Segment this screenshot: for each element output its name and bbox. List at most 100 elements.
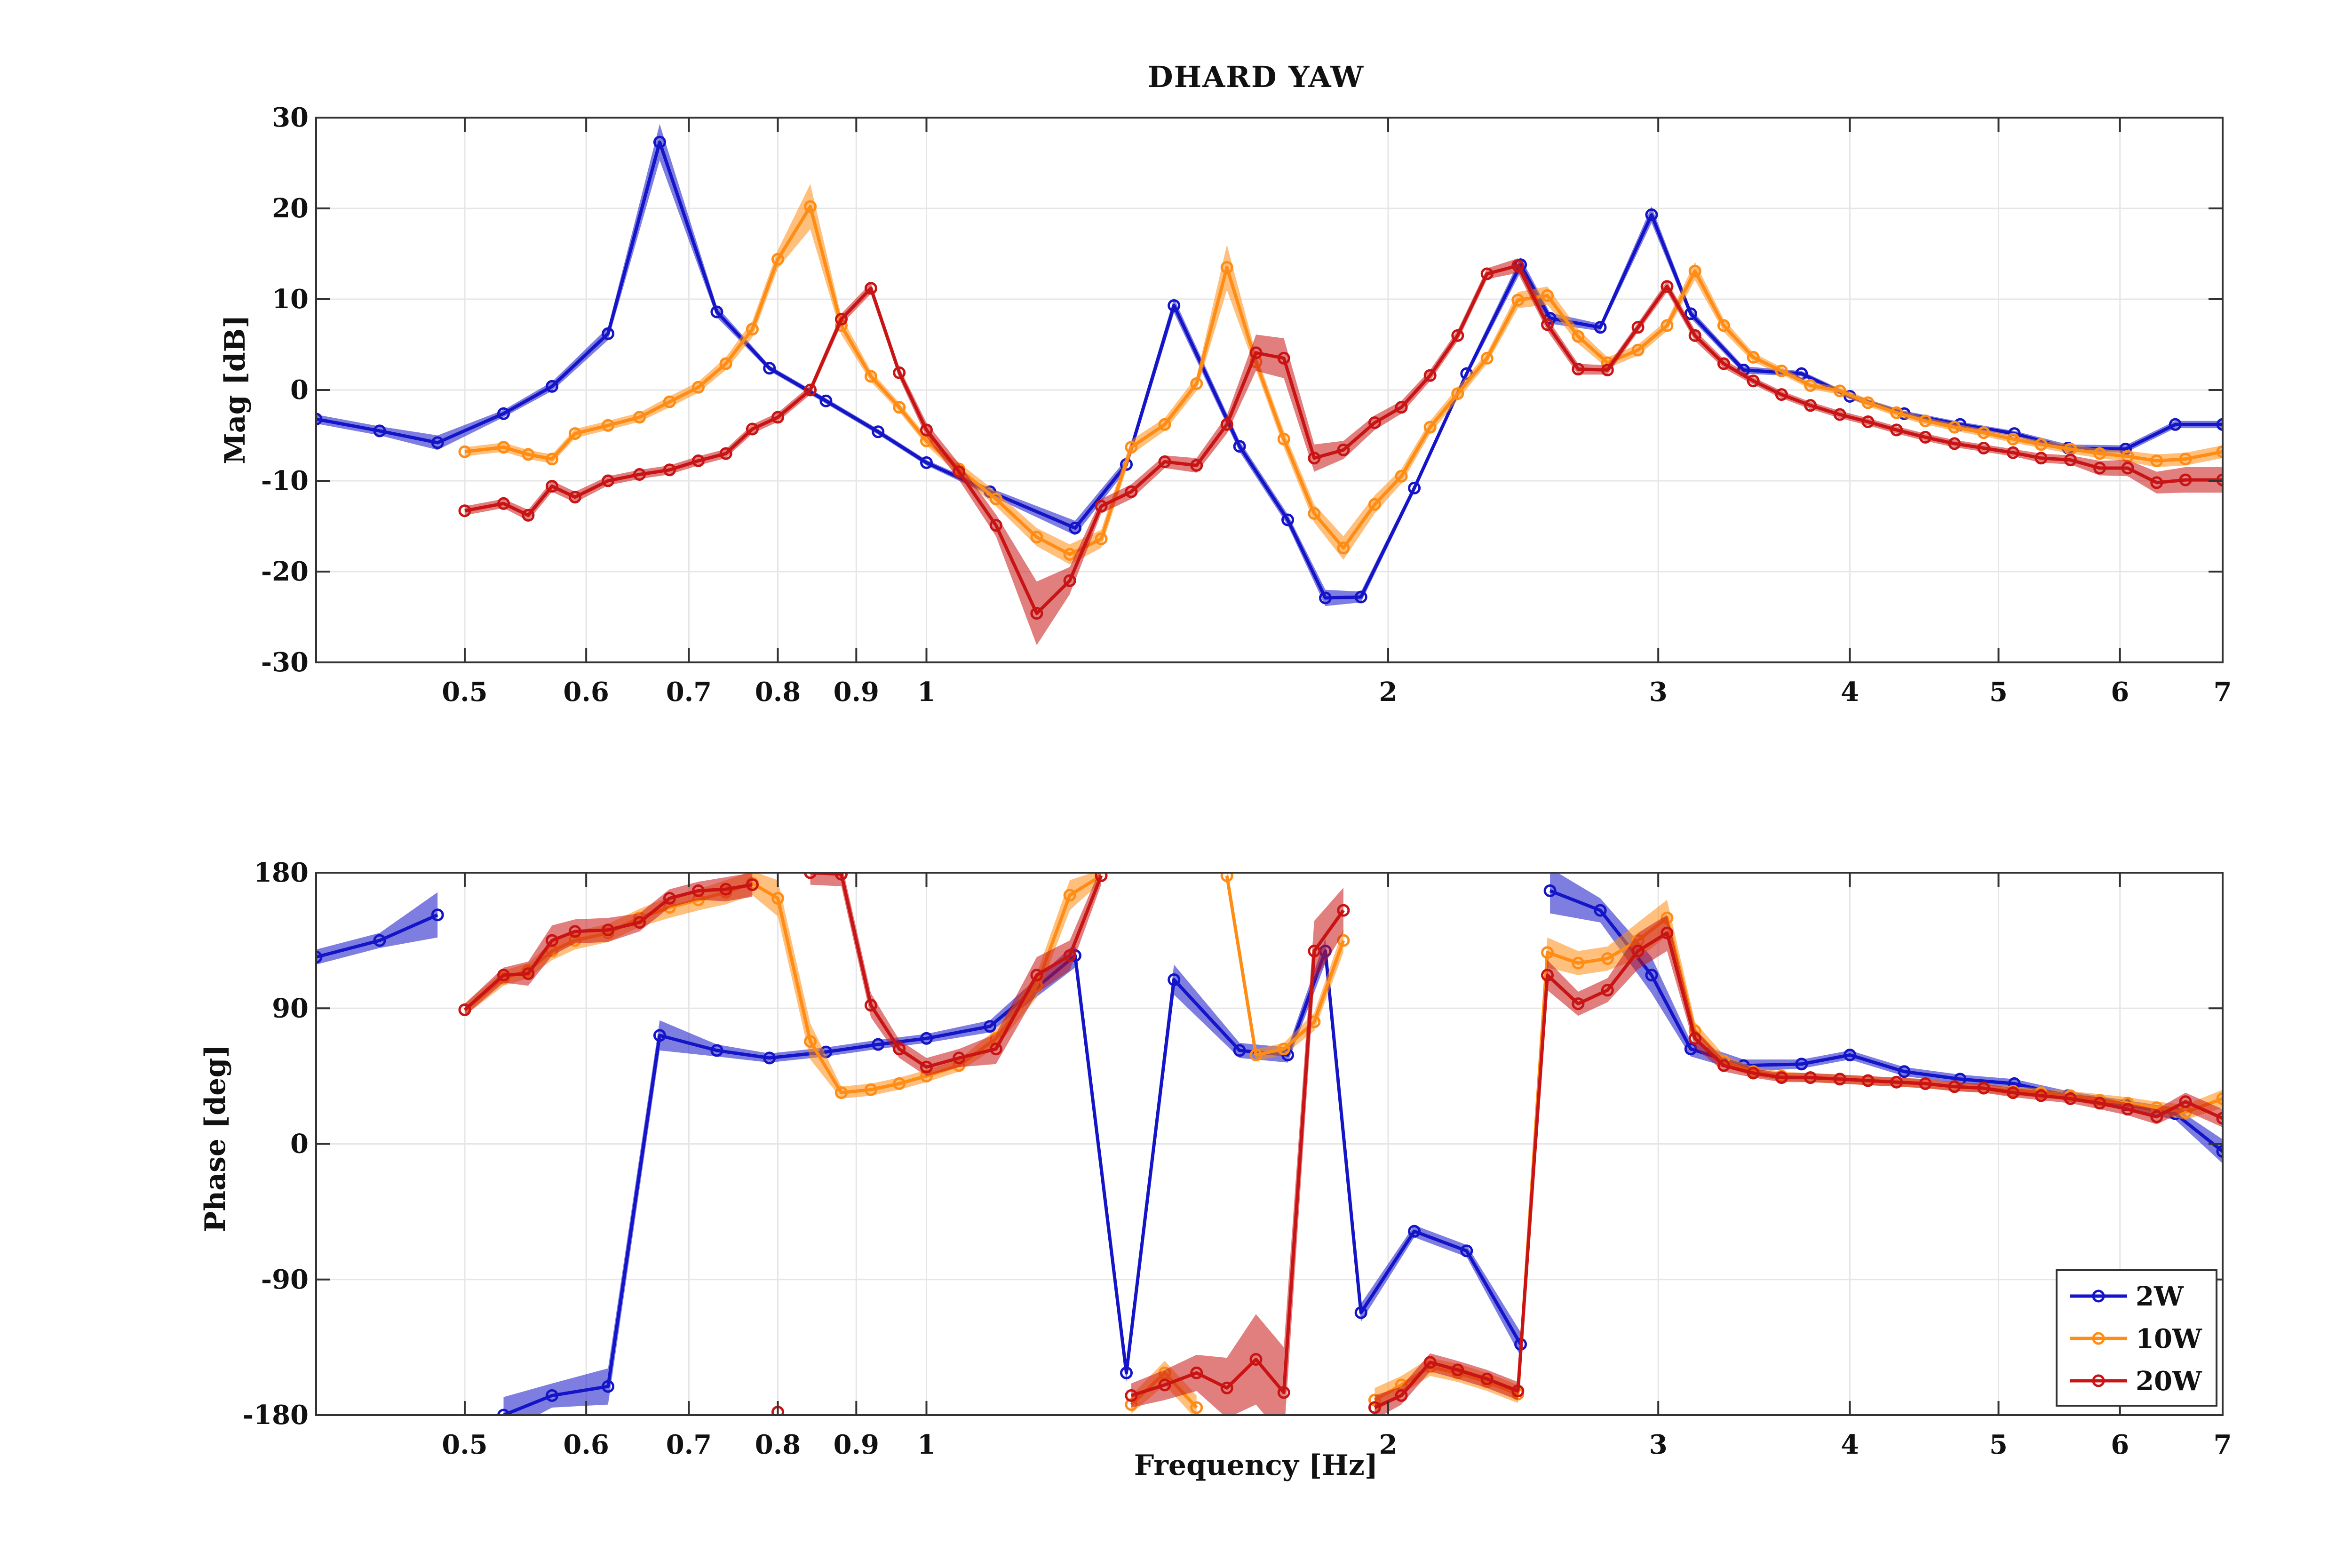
- magnitude-point-10w: [633, 411, 646, 424]
- x-axis-label: Frequency [Hz]: [1134, 1449, 1378, 1482]
- magnitude-point-10w: [458, 445, 471, 458]
- phase-point-10w: [893, 1077, 906, 1090]
- magnitude-point-10w: [1631, 343, 1645, 357]
- magnitude-point-10w: [1337, 541, 1350, 555]
- magnitude-point-20w: [602, 474, 615, 487]
- phase-line-20w: [463, 883, 753, 1011]
- phase-point-20w: [2034, 1089, 2048, 1102]
- phase-point-20w: [893, 1043, 906, 1056]
- phase-y-tick-label: 90: [272, 993, 309, 1024]
- magnitude-point-20w: [1395, 401, 1408, 414]
- magnitude-point-20w: [2121, 462, 2134, 475]
- magnitude-point-2w: [2169, 418, 2182, 431]
- phase-point-10w: [1601, 952, 1614, 965]
- magnitude-point-2w: [1319, 591, 1332, 605]
- magnitude-point-10w: [568, 427, 581, 440]
- phase-point-10w: [1063, 889, 1076, 902]
- magnitude-point-2w: [819, 394, 833, 407]
- magnitude-point-10w: [1747, 351, 1760, 364]
- phase-point-20w: [692, 884, 705, 897]
- magnitude-point-20w: [2064, 454, 2077, 467]
- magnitude-x-tick-label: 0.7: [666, 677, 712, 708]
- phase-point-2w: [431, 908, 444, 922]
- phase-point-2w: [1645, 969, 1658, 982]
- magnitude-point-20w: [1861, 415, 1875, 428]
- phase-point-2w: [1898, 1065, 1911, 1078]
- phase-point-20w: [1747, 1067, 1760, 1080]
- magnitude-point-20w: [746, 422, 759, 436]
- magnitude-point-20w: [1337, 443, 1350, 456]
- phase-point-2w: [920, 1032, 933, 1045]
- magnitude-x-tick-label: 0.5: [442, 677, 487, 708]
- magnitude-point-20w: [1833, 408, 1846, 421]
- phase-point-2w: [2216, 1145, 2223, 1158]
- magnitude-point-20w: [719, 447, 732, 460]
- magnitude-point-2w: [653, 135, 666, 149]
- magnitude-point-10w: [602, 419, 615, 432]
- magnitude-point-10w: [1451, 387, 1464, 400]
- phase-point-2w: [1354, 1306, 1367, 1319]
- magnitude-point-10w: [1190, 377, 1203, 390]
- phase-point-20w: [2006, 1086, 2019, 1099]
- magnitude-y-tick-label: 20: [272, 193, 309, 224]
- magnitude-point-20w: [771, 411, 784, 424]
- phase-x-tick-label: 0.9: [834, 1429, 879, 1460]
- legend-marker-2w: [2092, 1289, 2105, 1303]
- magnitude-point-20w: [1717, 357, 1730, 370]
- magnitude-point-20w: [835, 313, 848, 326]
- magnitude-x-tick-label: 1: [917, 677, 936, 708]
- magnitude-point-2w: [546, 380, 558, 393]
- magnitude-point-10w: [692, 381, 705, 394]
- magnitude-point-10w: [2093, 447, 2106, 460]
- magnitude-point-20w: [1919, 430, 1932, 444]
- magnitude-y-tick-label: -20: [261, 556, 309, 587]
- magnitude-point-20w: [1308, 452, 1321, 465]
- phase-point-10w: [1249, 1049, 1263, 1061]
- phase-point-10w: [835, 1086, 848, 1099]
- magnitude-point-10w: [719, 357, 732, 370]
- magnitude-point-10w: [1688, 264, 1701, 278]
- magnitude-point-20w: [1480, 267, 1494, 280]
- magnitude-point-10w: [1541, 289, 1554, 302]
- magnitude-y-tick-label: 0: [290, 374, 309, 406]
- phase-point-20w: [1861, 1074, 1875, 1087]
- phase-point-2w: [602, 1380, 615, 1393]
- magnitude-point-20w: [458, 504, 471, 517]
- magnitude-point-2w: [1069, 521, 1081, 534]
- phase-point-20w: [2216, 1112, 2223, 1125]
- legend-label-2w: 2W: [2136, 1281, 2184, 1312]
- legend-marker-20w: [2092, 1374, 2105, 1387]
- magnitude-point-20w: [804, 383, 817, 397]
- magnitude-point-10w: [1890, 406, 1903, 419]
- magnitude-x-tick-label: 7: [2214, 677, 2232, 708]
- phase-point-20w: [1919, 1077, 1932, 1090]
- magnitude-y-tick-label: 10: [272, 284, 309, 315]
- phase-point-2w: [1408, 1225, 1421, 1238]
- magnitude-point-20w: [1063, 574, 1076, 587]
- magnitude-point-10w: [864, 370, 877, 383]
- phase-point-20w: [1395, 1389, 1408, 1402]
- magnitude-point-20w: [2034, 452, 2048, 465]
- phase-point-2w: [1233, 1044, 1246, 1057]
- phase-point-20w: [1220, 1381, 1233, 1394]
- magnitude-point-10w: [989, 493, 1002, 506]
- phase-point-10w: [1220, 872, 1233, 882]
- magnitude-x-tick-label: 2: [1379, 677, 1398, 708]
- magnitude-point-10w: [1095, 533, 1108, 545]
- phase-point-20w: [1833, 1073, 1846, 1086]
- phase-point-10w: [1541, 946, 1554, 959]
- magnitude-panel: Mag [dB] 30 20 10 0 -10 -20 -30 0.5 0.6 0.7 0.8 0.9…: [219, 102, 2232, 708]
- magnitude-point-2w: [872, 425, 885, 438]
- phase-x-tick-label: 2: [1379, 1429, 1398, 1460]
- magnitude-point-20w: [2150, 476, 2163, 489]
- phase-y-tick-label: -180: [243, 1400, 309, 1431]
- phase-x-tick-label: 7: [2214, 1429, 2232, 1460]
- phase-point-20w: [1368, 1401, 1381, 1414]
- phase-point-2w: [316, 950, 323, 963]
- phase-point-20w: [1030, 969, 1043, 982]
- phase-point-10w: [771, 891, 784, 905]
- magnitude-point-10w: [1220, 261, 1233, 274]
- phase-x-tick-label: 0.7: [666, 1429, 712, 1460]
- magnitude-point-2w: [1354, 590, 1367, 604]
